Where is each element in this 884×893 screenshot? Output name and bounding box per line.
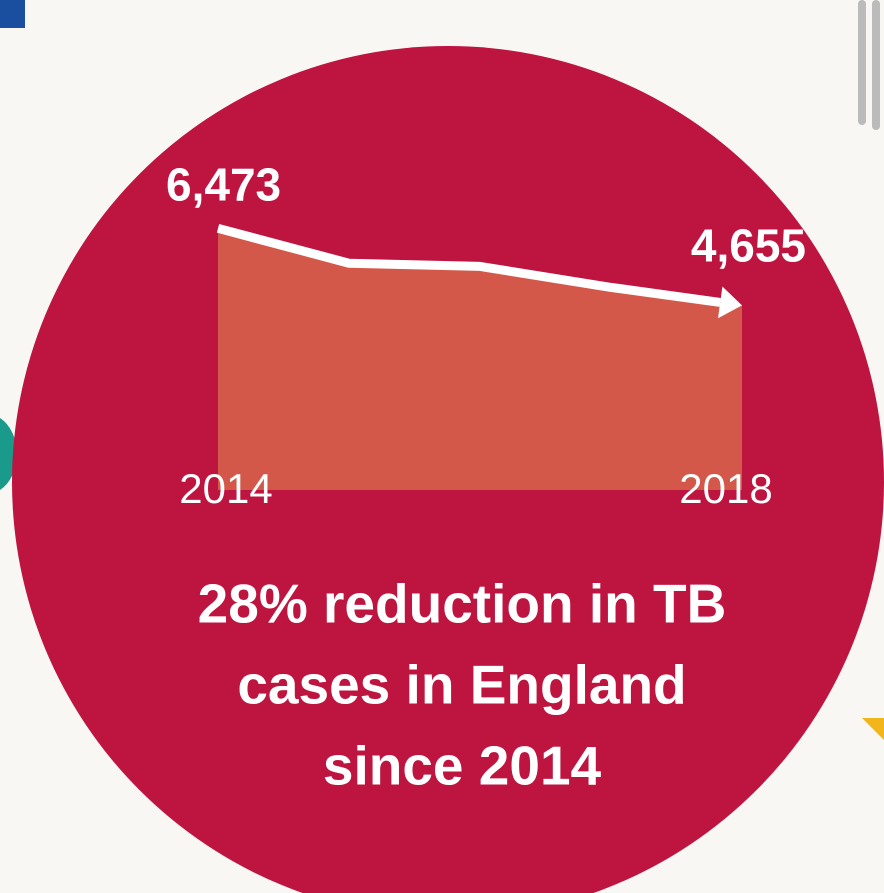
annotation: 28% reduction in TB [198,573,727,635]
x-tick-label: 2014 [179,465,272,512]
value-label: 6,473 [166,158,281,210]
value-label: 4,655 [691,220,806,272]
decor-figure [858,0,880,130]
line [216,223,721,307]
decor-block [0,0,25,28]
decor-triangle [862,718,884,740]
area [218,228,742,490]
annotation: since 2014 [323,735,602,797]
arrow-head [718,286,742,319]
x-tick-label: 2018 [679,465,772,512]
annotation: cases in England [237,654,686,716]
